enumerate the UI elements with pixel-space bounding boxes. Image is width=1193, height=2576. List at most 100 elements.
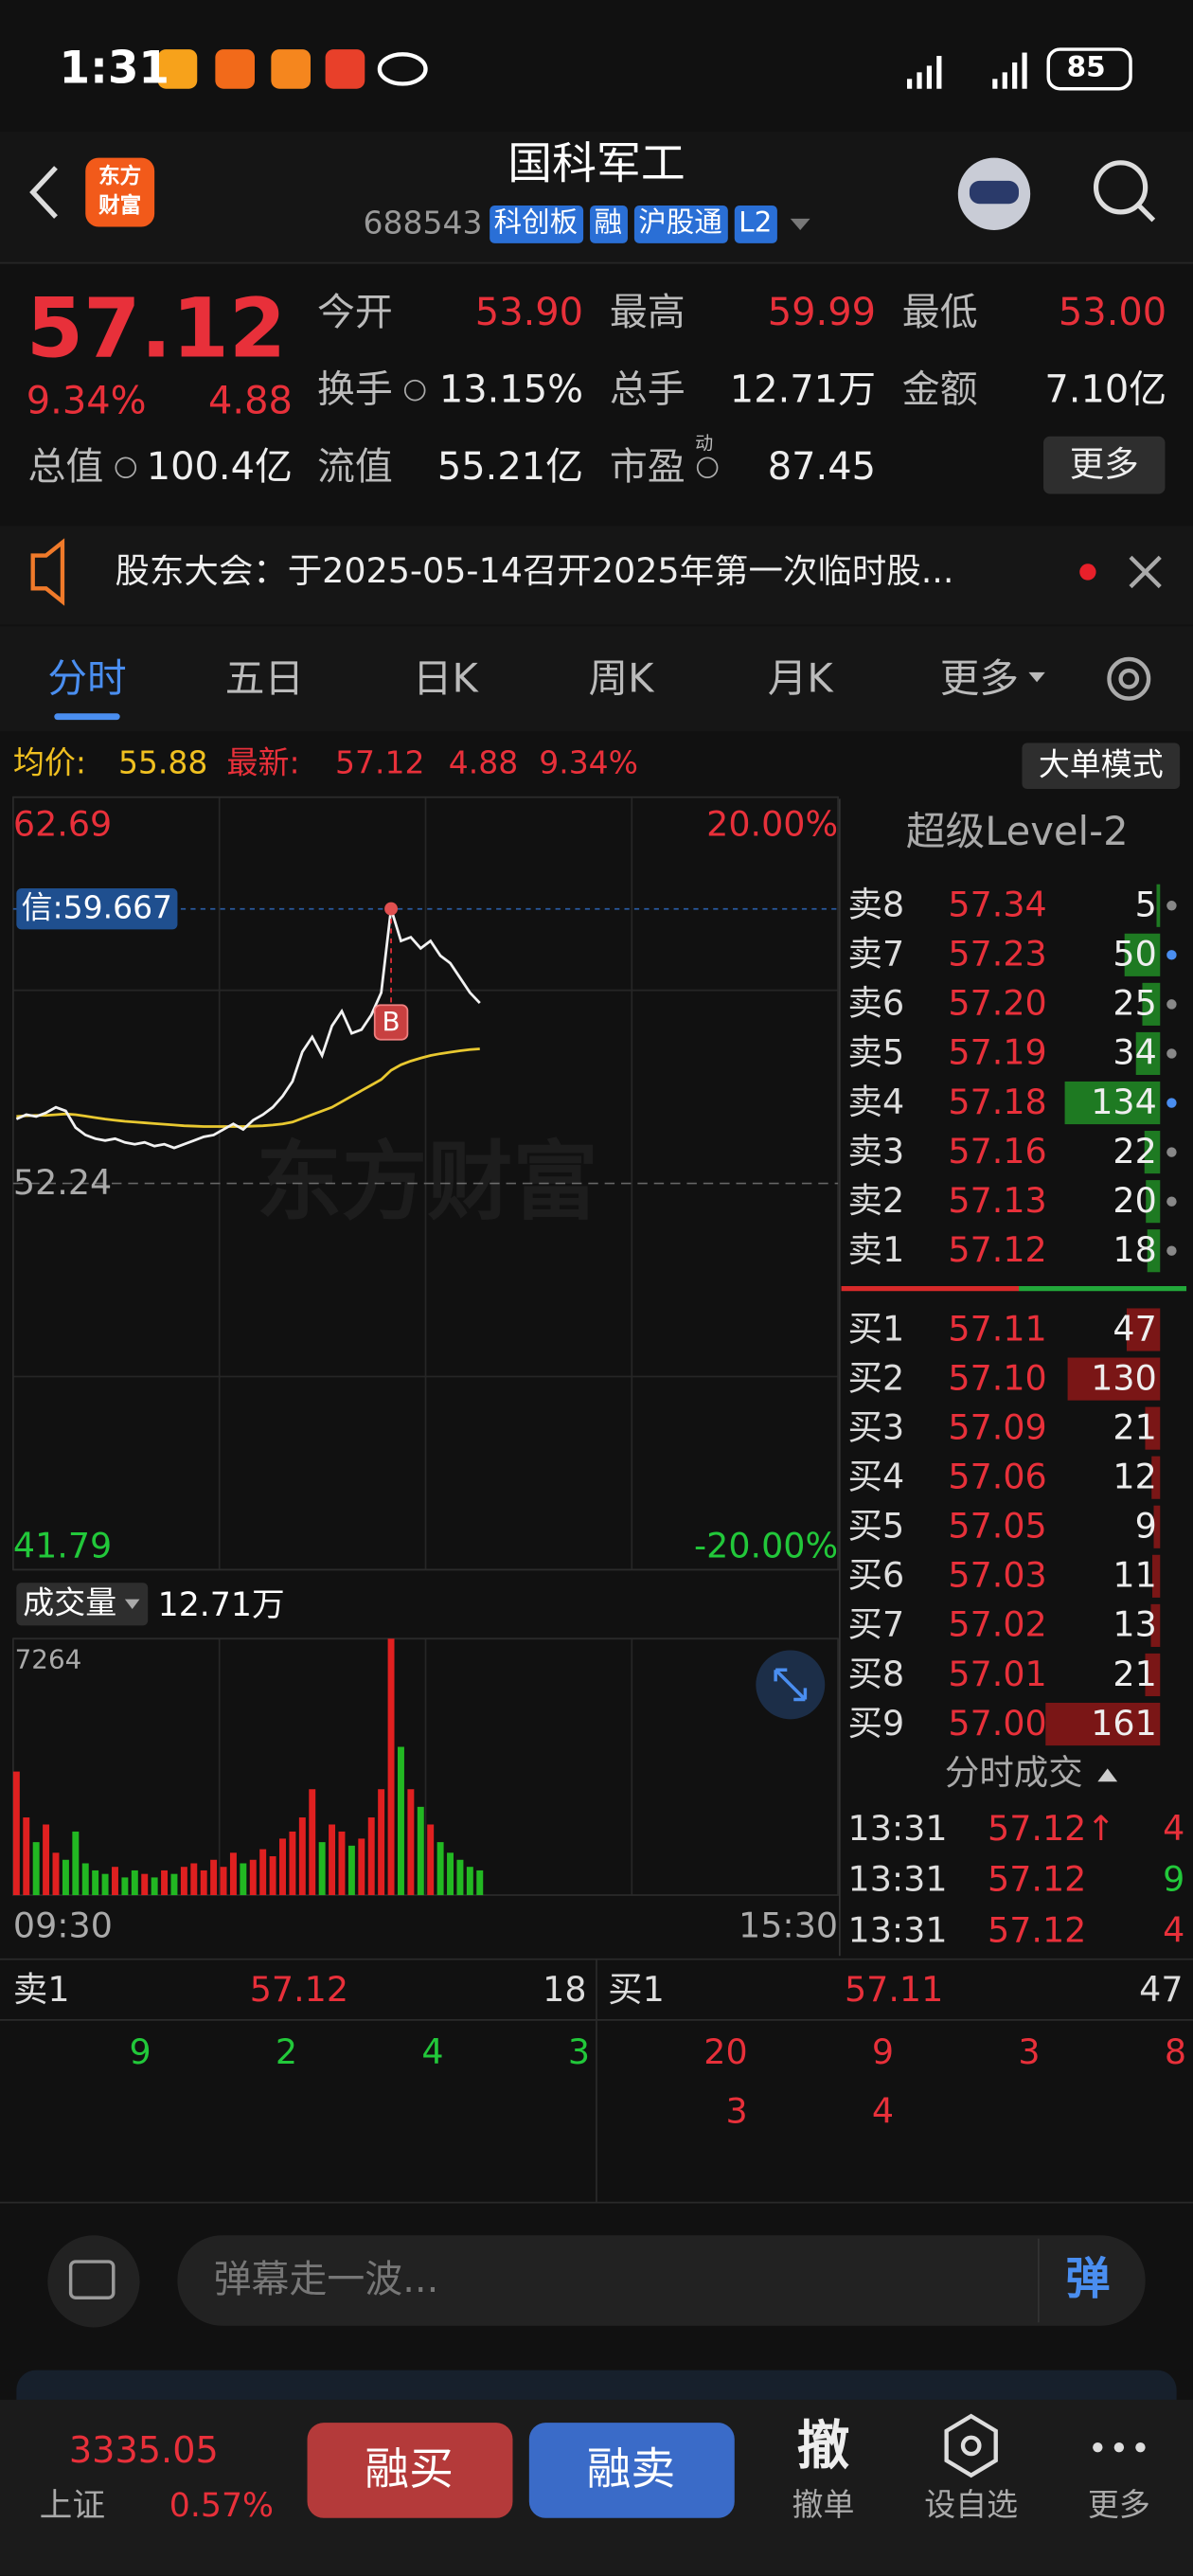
book-label: 买9 bbox=[847, 1703, 905, 1744]
pct-label: -20.00% bbox=[693, 1526, 839, 1566]
book-dot bbox=[1166, 1245, 1177, 1256]
avg-label: 均价: bbox=[12, 745, 86, 782]
tab[interactable]: 五日 bbox=[224, 655, 305, 703]
trade-price: 57.12 bbox=[988, 1910, 1087, 1951]
watchlist-label[interactable]: 设自选 bbox=[924, 2487, 1019, 2524]
book-price: 57.20 bbox=[948, 983, 1047, 1024]
book-label: 买3 bbox=[847, 1407, 905, 1448]
tab[interactable]: 更多 bbox=[939, 655, 1020, 703]
logo-text: 东方 bbox=[98, 165, 142, 190]
book-label: 买4 bbox=[847, 1457, 905, 1497]
book-dot bbox=[1166, 901, 1177, 911]
book-dot bbox=[1166, 999, 1177, 1010]
stock-code: 688543 bbox=[363, 205, 483, 242]
queue-order: 9 bbox=[871, 2031, 895, 2072]
volume-bar bbox=[259, 1849, 267, 1896]
logo-text: 财富 bbox=[98, 194, 142, 220]
cancel-icon[interactable]: 撤 bbox=[796, 2414, 850, 2478]
notice-text: 股东大会：于2025-05-14召开2025年第一次临时股... bbox=[115, 554, 954, 590]
signal bbox=[1012, 62, 1018, 89]
comment-placeholder[interactable]: 弹幕走一波... bbox=[213, 2259, 439, 2302]
robot-icon[interactable] bbox=[957, 157, 1031, 230]
queue-qty: 47 bbox=[1139, 1969, 1184, 2010]
queue-price: 57.12 bbox=[249, 1969, 349, 2010]
signal bbox=[1002, 72, 1007, 89]
book-price: 57.23 bbox=[948, 934, 1047, 975]
tab[interactable]: 日K bbox=[412, 655, 478, 703]
queue-order: 20 bbox=[703, 2031, 748, 2072]
volume-bar bbox=[92, 1869, 99, 1896]
watermark: 东方财富 bbox=[256, 1134, 598, 1233]
queue-order: 2 bbox=[275, 2031, 298, 2072]
volume-bar bbox=[298, 1817, 306, 1896]
margin-sell-label[interactable]: 融卖 bbox=[586, 2444, 676, 2496]
more-label[interactable]: 更多 bbox=[1087, 2487, 1150, 2524]
cancel-label[interactable]: 撤单 bbox=[792, 2487, 855, 2524]
back-arrow[interactable] bbox=[29, 166, 58, 219]
more-dot[interactable] bbox=[1093, 2442, 1103, 2453]
stat-label: 市盈 bbox=[609, 446, 686, 490]
volume-bar bbox=[329, 1824, 336, 1896]
info-icon[interactable] bbox=[696, 456, 719, 479]
book-qty: 50 bbox=[1113, 934, 1157, 975]
volume-dropdown bbox=[124, 1599, 140, 1610]
comment-icon[interactable] bbox=[47, 2235, 140, 2328]
book-price: 57.11 bbox=[948, 1309, 1047, 1349]
tab[interactable]: 周K bbox=[588, 655, 654, 703]
stat-label: 换手 bbox=[316, 368, 393, 412]
queue-order: 4 bbox=[421, 2031, 444, 2072]
book-title: 超级Level-2 bbox=[905, 808, 1129, 855]
book-qty: 9 bbox=[1134, 1506, 1157, 1547]
trades-title: 分时成交 bbox=[944, 1752, 1083, 1793]
book-label: 买6 bbox=[847, 1555, 905, 1596]
watchlist-icon[interactable] bbox=[944, 2413, 998, 2478]
book-label: 买1 bbox=[847, 1309, 905, 1349]
mode-button[interactable]: 大单模式 bbox=[1038, 746, 1164, 783]
volume-bar bbox=[220, 1867, 227, 1896]
last-change-pct: 9.34% bbox=[539, 745, 638, 782]
book-dot bbox=[1166, 1196, 1177, 1207]
tab-dropdown bbox=[1028, 671, 1045, 683]
stat-label: 今开 bbox=[316, 292, 393, 335]
danmaku-button[interactable]: 弹 bbox=[1065, 2254, 1111, 2306]
book-label: 卖4 bbox=[847, 1082, 905, 1122]
tab[interactable]: 分时 bbox=[47, 655, 127, 703]
volume-bar bbox=[456, 1859, 464, 1896]
expand-icon[interactable] bbox=[756, 1650, 826, 1720]
signal bbox=[936, 56, 942, 89]
stock-tag: 沪股通 bbox=[633, 205, 728, 243]
margin-buy-label[interactable]: 融买 bbox=[365, 2444, 454, 2496]
volume-bar bbox=[447, 1852, 454, 1896]
trade-qty: 4 bbox=[1163, 1808, 1185, 1849]
book-qty: 12 bbox=[1113, 1457, 1157, 1497]
search-icon[interactable] bbox=[1093, 160, 1148, 215]
last-price: 57.12 bbox=[26, 280, 287, 377]
y-tick-label: 62.69 bbox=[12, 804, 113, 845]
book-qty: 161 bbox=[1091, 1703, 1157, 1744]
book-price: 57.05 bbox=[948, 1506, 1047, 1547]
volume-label[interactable]: 成交量 bbox=[23, 1584, 117, 1622]
volume-bar bbox=[210, 1859, 218, 1896]
stat-label: 金额 bbox=[901, 368, 978, 412]
queue-order: 8 bbox=[1164, 2031, 1187, 2072]
tab[interactable]: 月K bbox=[767, 655, 833, 703]
queue-order: 3 bbox=[725, 2091, 748, 2132]
info-icon[interactable] bbox=[115, 456, 137, 479]
volume-bar bbox=[338, 1831, 346, 1896]
queue-order: 3 bbox=[567, 2031, 591, 2072]
stock-tag: 科创板 bbox=[489, 205, 583, 243]
settings-icon[interactable] bbox=[1107, 656, 1151, 701]
close-icon[interactable] bbox=[1129, 555, 1162, 589]
dropdown-arrow[interactable] bbox=[790, 218, 810, 230]
app-icon bbox=[325, 49, 365, 89]
more-button[interactable]: 更多 bbox=[1043, 436, 1166, 494]
y-tick-label: 52.24 bbox=[12, 1162, 113, 1203]
last-value: 57.12 bbox=[335, 745, 425, 782]
volume-bar bbox=[367, 1817, 375, 1896]
info-icon[interactable] bbox=[403, 379, 426, 402]
stat-superscript: 动 bbox=[695, 433, 714, 455]
book-qty: 130 bbox=[1091, 1358, 1157, 1399]
trades-arrow bbox=[1097, 1768, 1118, 1782]
